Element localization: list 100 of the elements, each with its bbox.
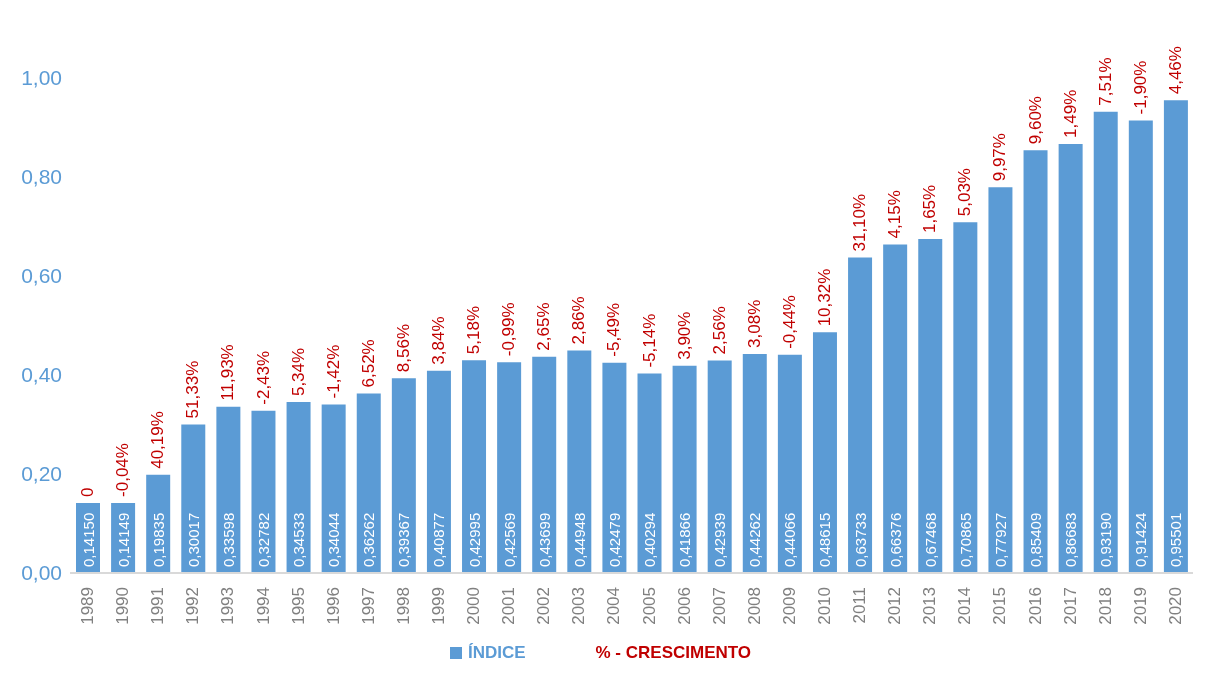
x-tick-label: 2020 bbox=[1165, 587, 1185, 625]
data-label: 0,34044 bbox=[325, 512, 343, 567]
x-tick-label: 2012 bbox=[885, 587, 905, 625]
x-tick-label: 2014 bbox=[955, 587, 975, 625]
x-tick-label: 2009 bbox=[779, 587, 799, 625]
annotation: 31,10% bbox=[850, 193, 870, 252]
bar bbox=[1128, 120, 1153, 573]
annotation: -1,42% bbox=[323, 344, 343, 399]
y-tick-label: 0,00 bbox=[21, 561, 62, 585]
data-label: 0,36262 bbox=[360, 512, 378, 567]
bar bbox=[462, 360, 487, 573]
data-label: 0,42479 bbox=[605, 512, 623, 567]
x-tick-label: 2005 bbox=[639, 587, 659, 625]
x-tick-label: 2017 bbox=[1060, 587, 1080, 625]
data-label: 0,63733 bbox=[851, 512, 869, 567]
data-label: 0,70865 bbox=[956, 512, 974, 567]
data-label: 0,91424 bbox=[1132, 512, 1150, 567]
x-tick-label: 1997 bbox=[358, 587, 378, 625]
bar bbox=[391, 378, 416, 573]
x-tick-label: 1992 bbox=[183, 587, 203, 625]
data-label: 0,43699 bbox=[535, 512, 553, 567]
x-tick-label: 1998 bbox=[393, 587, 413, 625]
legend-label: ÍNDICE bbox=[466, 643, 526, 663]
legend-label: % - CRESCIMENTO bbox=[595, 643, 752, 663]
x-tick-label: 2002 bbox=[534, 587, 554, 625]
data-label: 0,67468 bbox=[921, 512, 939, 567]
data-label: 0,14150 bbox=[79, 512, 97, 567]
annotation: 40,19% bbox=[148, 411, 168, 469]
data-label: 0,44948 bbox=[570, 512, 588, 567]
x-tick-label: 2013 bbox=[920, 587, 940, 625]
annotation: -5,49% bbox=[604, 302, 624, 357]
x-tick-label: 2010 bbox=[815, 587, 835, 625]
annotation: 4,15% bbox=[885, 190, 905, 239]
bar bbox=[953, 222, 978, 573]
data-label: 0,40294 bbox=[641, 512, 658, 567]
data-label: 0,93190 bbox=[1097, 512, 1115, 567]
data-label: 0,39367 bbox=[395, 512, 413, 567]
x-tick-label: 2019 bbox=[1130, 587, 1150, 625]
y-tick-label: 1,00 bbox=[21, 66, 62, 90]
y-tick-label: 0,60 bbox=[21, 264, 62, 288]
data-label: 0,42939 bbox=[711, 512, 729, 567]
bar bbox=[532, 356, 557, 573]
x-tick-label: 2016 bbox=[1025, 587, 1045, 625]
bar bbox=[1093, 111, 1118, 573]
annotation: 5,34% bbox=[288, 347, 308, 397]
bar bbox=[848, 257, 873, 573]
x-tick-label: 2008 bbox=[744, 587, 764, 625]
x-tick-label: 1995 bbox=[288, 587, 308, 625]
annotation: 7,51% bbox=[1095, 57, 1115, 106]
x-tick-label: 2015 bbox=[990, 587, 1010, 625]
bar bbox=[777, 354, 802, 573]
x-tick-label: 1990 bbox=[113, 587, 133, 625]
bar bbox=[1023, 150, 1048, 573]
annotation: -2,43% bbox=[253, 350, 273, 405]
x-tick-label: 2007 bbox=[709, 587, 729, 625]
annotation: 11,93% bbox=[218, 344, 238, 401]
bar bbox=[812, 332, 837, 573]
bar bbox=[742, 353, 767, 573]
y-tick-label: 0,40 bbox=[21, 363, 62, 387]
bar bbox=[707, 360, 732, 573]
annotation: 0 bbox=[78, 487, 98, 497]
annotation: -5,14% bbox=[639, 313, 659, 368]
data-label: 0,86683 bbox=[1062, 512, 1080, 567]
x-tick-label: 1989 bbox=[78, 587, 98, 625]
data-label: 0,19835 bbox=[149, 512, 167, 567]
bar bbox=[637, 373, 662, 573]
bar bbox=[1058, 143, 1083, 573]
annotation: 3,90% bbox=[674, 311, 694, 360]
annotation: 5,18% bbox=[464, 305, 484, 355]
bar bbox=[1163, 100, 1188, 573]
data-label: 0,77927 bbox=[991, 512, 1009, 567]
annotation: 2,86% bbox=[569, 296, 589, 345]
x-tick-label: 2011 bbox=[850, 587, 870, 624]
annotation: 2,56% bbox=[709, 306, 729, 355]
x-tick-label: 2018 bbox=[1095, 587, 1115, 625]
x-tick-label: 1999 bbox=[428, 587, 448, 625]
bar bbox=[672, 365, 697, 573]
bar bbox=[988, 187, 1013, 573]
x-tick-label: 2006 bbox=[674, 587, 694, 625]
annotation: -1,90% bbox=[1130, 60, 1150, 115]
bar bbox=[216, 406, 241, 573]
annotation: 4,46% bbox=[1165, 46, 1185, 95]
data-label: 0,32782 bbox=[254, 512, 272, 567]
annotation: 3,08% bbox=[744, 299, 764, 348]
bar bbox=[286, 402, 311, 573]
data-label: 0,14149 bbox=[114, 512, 132, 567]
bar bbox=[251, 410, 276, 573]
data-label: 0,40877 bbox=[430, 512, 448, 567]
x-tick-label: 2003 bbox=[569, 587, 589, 625]
bar bbox=[567, 350, 592, 573]
x-tick-label: 1994 bbox=[253, 587, 273, 625]
bar bbox=[497, 362, 522, 573]
x-tick-label: 1993 bbox=[218, 587, 238, 625]
data-label: 0,85409 bbox=[1027, 512, 1045, 567]
x-tick-label: 2001 bbox=[499, 587, 519, 625]
annotation: 9,60% bbox=[1025, 96, 1045, 145]
bar bbox=[602, 362, 627, 573]
annotation: 2,65% bbox=[534, 302, 554, 351]
data-label: 0,66376 bbox=[886, 512, 904, 567]
annotation: -0,04% bbox=[113, 443, 133, 497]
